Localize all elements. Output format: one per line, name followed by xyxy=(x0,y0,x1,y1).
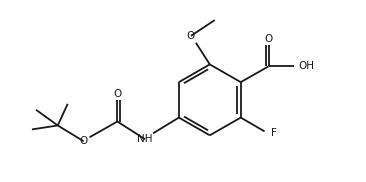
Text: O: O xyxy=(187,31,195,41)
Text: F: F xyxy=(270,128,276,138)
Text: O: O xyxy=(79,136,88,146)
Text: OH: OH xyxy=(298,61,314,71)
Text: NH: NH xyxy=(137,134,153,144)
Text: O: O xyxy=(113,89,122,99)
Text: O: O xyxy=(264,34,273,44)
